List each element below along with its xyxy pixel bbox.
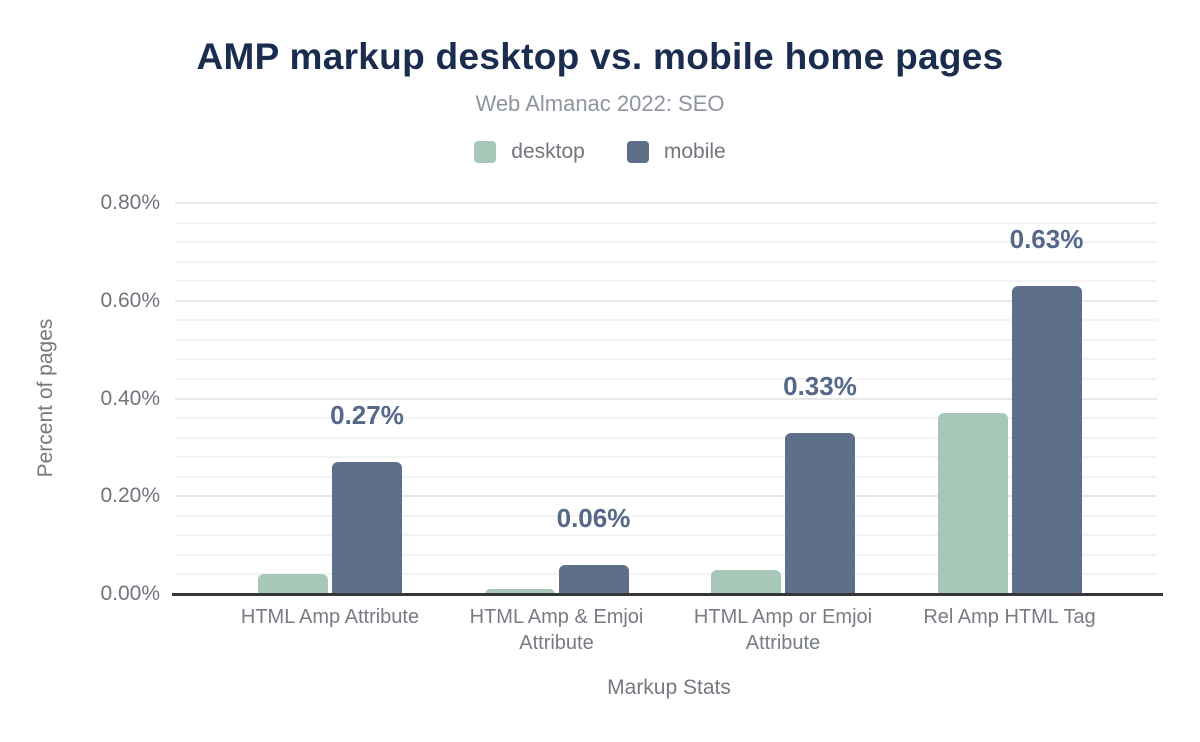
- x-tick-label: Rel Amp HTML Tag: [923, 606, 1096, 628]
- legend-swatch-mobile: [626, 141, 649, 163]
- plot-area: 0.00% 0.20% 0.40% 0.60% 0.80% 0.27% HTML Amp A…: [100, 191, 1163, 654]
- major-gridline: [175, 495, 1157, 498]
- x-tick-label: HTML Amp & Emjoi Attribute: [469, 606, 644, 654]
- minor-gridline: [175, 456, 1157, 459]
- chart-subtitle: Web Almanac 2022: SEO: [475, 91, 725, 116]
- legend-label: mobile: [663, 140, 726, 163]
- minor-gridline: [175, 514, 1157, 517]
- x-tick-label: HTML Amp or Emjoi Attribute: [693, 606, 873, 654]
- bar-value-label: 0.33%: [783, 370, 857, 401]
- minor-gridline: [175, 221, 1157, 224]
- bar-desktop-1[interactable]: [484, 589, 555, 594]
- minor-gridline: [175, 417, 1157, 420]
- minor-gridline: [175, 534, 1157, 537]
- x-axis-line: [172, 593, 1163, 596]
- bar-desktop-3[interactable]: [937, 413, 1008, 594]
- bar-desktop-0[interactable]: [258, 574, 328, 594]
- bar-mobile-1[interactable]: [558, 564, 629, 594]
- minor-gridline: [175, 436, 1157, 439]
- y-axis-title: Percent of pages: [34, 318, 57, 478]
- legend: desktop mobile: [0, 140, 1200, 164]
- major-gridline: [175, 299, 1157, 302]
- minor-gridline: [175, 358, 1157, 361]
- y-tick-label: 0.60%: [100, 288, 160, 312]
- bar-value-label: 0.63%: [1009, 224, 1084, 255]
- minor-gridline: [175, 553, 1157, 556]
- minor-gridline: [175, 475, 1157, 478]
- minor-gridline: [175, 260, 1157, 263]
- bar-mobile-0[interactable]: [332, 462, 402, 594]
- legend-item-mobile[interactable]: mobile: [626, 140, 726, 164]
- bar-value-label: 0.27%: [330, 400, 404, 431]
- legend-item-desktop[interactable]: desktop: [474, 140, 585, 164]
- bar-value-label: 0.06%: [556, 502, 631, 533]
- major-gridline: [175, 202, 1157, 204]
- y-tick-label: 0.20%: [100, 484, 160, 508]
- legend-swatch-desktop: [474, 141, 497, 163]
- minor-gridline: [175, 573, 1157, 576]
- bar-mobile-3[interactable]: [1011, 286, 1082, 594]
- minor-gridline: [175, 280, 1157, 283]
- minor-gridline: [175, 319, 1157, 322]
- chart-title: AMP markup desktop vs. mobile home pages: [196, 36, 1004, 77]
- y-tick-label: 0.40%: [100, 386, 160, 410]
- minor-gridline: [175, 338, 1157, 341]
- bar-desktop-2[interactable]: [711, 569, 781, 594]
- x-tick-label: HTML Amp Attribute: [240, 606, 420, 628]
- minor-gridline: [175, 377, 1157, 380]
- legend-label: desktop: [511, 140, 585, 163]
- bar-mobile-2[interactable]: [785, 432, 855, 594]
- y-tick-label: 0.80%: [100, 191, 160, 214]
- x-axis-title: Markup Stats: [607, 676, 731, 699]
- y-tick-label: 0.00%: [100, 582, 160, 605]
- major-gridline: [175, 397, 1157, 400]
- minor-gridline: [175, 241, 1157, 244]
